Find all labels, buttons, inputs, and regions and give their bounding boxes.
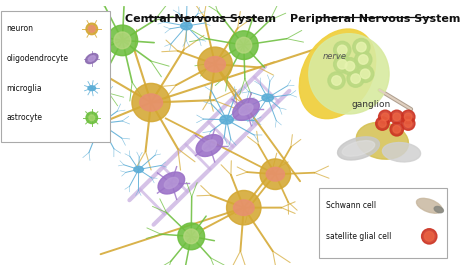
Circle shape bbox=[347, 70, 364, 87]
Ellipse shape bbox=[196, 135, 223, 156]
Ellipse shape bbox=[88, 86, 96, 91]
Circle shape bbox=[86, 23, 98, 35]
Circle shape bbox=[68, 60, 95, 87]
Circle shape bbox=[382, 113, 389, 121]
Circle shape bbox=[107, 25, 137, 56]
FancyBboxPatch shape bbox=[1, 11, 110, 142]
Text: neuron: neuron bbox=[7, 24, 34, 33]
Text: astrocyte: astrocyte bbox=[7, 113, 43, 122]
Circle shape bbox=[89, 25, 95, 32]
Circle shape bbox=[86, 112, 98, 124]
Ellipse shape bbox=[417, 198, 442, 213]
Text: Peripheral Nervous System: Peripheral Nervous System bbox=[290, 14, 460, 24]
Circle shape bbox=[376, 117, 389, 130]
Ellipse shape bbox=[337, 137, 380, 160]
Circle shape bbox=[337, 60, 347, 69]
Circle shape bbox=[260, 159, 291, 189]
Ellipse shape bbox=[233, 98, 259, 120]
Circle shape bbox=[328, 72, 345, 89]
FancyBboxPatch shape bbox=[319, 188, 447, 258]
Circle shape bbox=[401, 117, 415, 130]
Circle shape bbox=[356, 42, 366, 52]
Circle shape bbox=[393, 125, 401, 133]
Text: ganglion: ganglion bbox=[352, 100, 391, 109]
Text: Central Nervous System: Central Nervous System bbox=[125, 14, 276, 24]
Circle shape bbox=[332, 76, 341, 85]
Circle shape bbox=[227, 191, 261, 225]
Circle shape bbox=[404, 113, 412, 121]
Circle shape bbox=[178, 223, 205, 250]
Circle shape bbox=[358, 55, 368, 64]
Circle shape bbox=[379, 120, 386, 127]
Text: Schwann cell: Schwann cell bbox=[326, 201, 376, 210]
Ellipse shape bbox=[356, 122, 409, 159]
Circle shape bbox=[132, 83, 170, 122]
Ellipse shape bbox=[158, 172, 185, 194]
Ellipse shape bbox=[299, 29, 376, 119]
Ellipse shape bbox=[181, 22, 192, 30]
Circle shape bbox=[356, 65, 374, 82]
Circle shape bbox=[351, 74, 360, 83]
Text: satellite glial cell: satellite glial cell bbox=[326, 232, 392, 241]
Circle shape bbox=[390, 110, 403, 124]
Ellipse shape bbox=[164, 178, 178, 189]
Ellipse shape bbox=[205, 57, 226, 72]
Circle shape bbox=[345, 62, 355, 71]
Circle shape bbox=[309, 34, 389, 114]
Circle shape bbox=[184, 229, 199, 244]
Circle shape bbox=[355, 51, 372, 68]
Ellipse shape bbox=[94, 119, 107, 128]
Circle shape bbox=[89, 115, 95, 121]
Circle shape bbox=[198, 47, 232, 82]
Circle shape bbox=[341, 57, 358, 75]
Ellipse shape bbox=[239, 104, 253, 115]
Circle shape bbox=[74, 66, 89, 81]
Circle shape bbox=[404, 120, 412, 127]
Circle shape bbox=[360, 69, 370, 79]
Ellipse shape bbox=[342, 141, 375, 156]
Ellipse shape bbox=[383, 143, 420, 162]
Circle shape bbox=[401, 110, 415, 124]
Circle shape bbox=[229, 31, 258, 60]
Circle shape bbox=[236, 37, 252, 53]
Ellipse shape bbox=[220, 115, 233, 124]
Ellipse shape bbox=[434, 207, 443, 213]
Circle shape bbox=[379, 110, 392, 124]
Ellipse shape bbox=[266, 167, 284, 181]
Text: microglia: microglia bbox=[7, 84, 42, 93]
Circle shape bbox=[421, 229, 437, 244]
Circle shape bbox=[334, 56, 351, 73]
Circle shape bbox=[334, 41, 351, 59]
Circle shape bbox=[114, 32, 131, 49]
Ellipse shape bbox=[202, 140, 217, 151]
Ellipse shape bbox=[234, 200, 254, 215]
Circle shape bbox=[337, 45, 347, 55]
Ellipse shape bbox=[139, 94, 163, 111]
Circle shape bbox=[424, 232, 434, 241]
Circle shape bbox=[353, 38, 370, 56]
Ellipse shape bbox=[88, 56, 95, 61]
Ellipse shape bbox=[86, 54, 98, 64]
Ellipse shape bbox=[262, 94, 273, 101]
Ellipse shape bbox=[134, 166, 144, 173]
Text: oligodendrocyte: oligodendrocyte bbox=[7, 54, 69, 63]
Text: nerve: nerve bbox=[323, 52, 347, 61]
Circle shape bbox=[393, 113, 401, 121]
Circle shape bbox=[390, 122, 403, 136]
